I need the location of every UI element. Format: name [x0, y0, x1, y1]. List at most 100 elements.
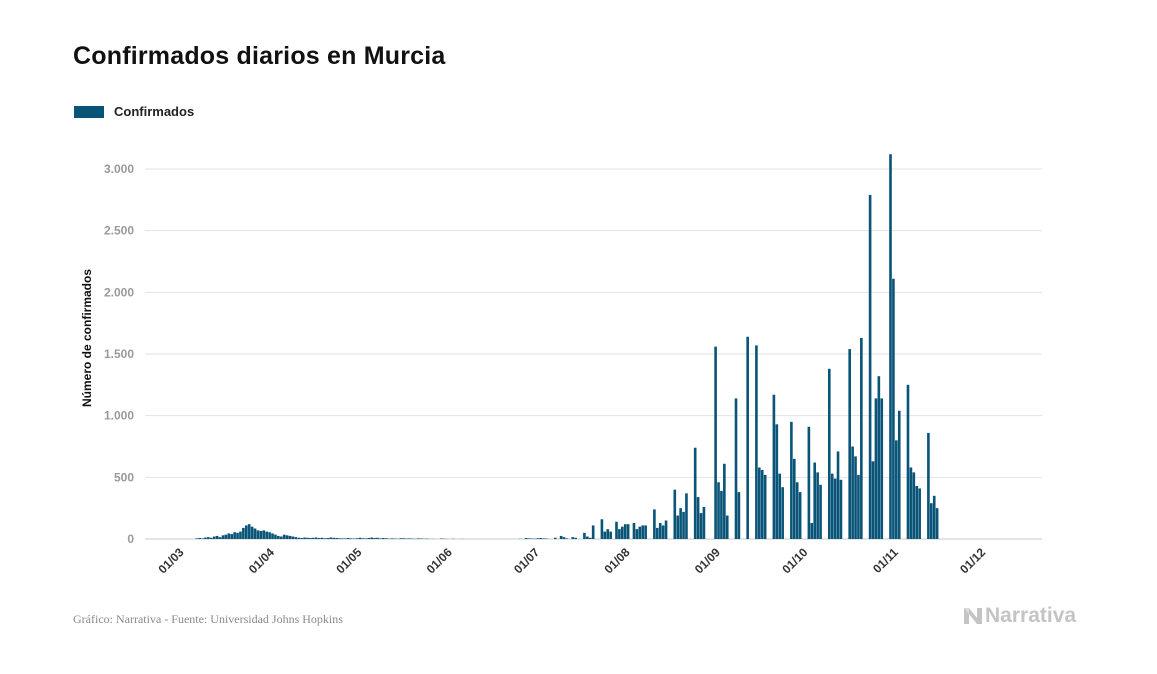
- bar: [860, 337, 863, 539]
- brand-name: Narrativa: [985, 604, 1077, 627]
- bar: [635, 529, 639, 539]
- bar: [218, 537, 222, 539]
- bar: [542, 538, 545, 539]
- bar: [807, 426, 811, 539]
- bar: [300, 538, 303, 539]
- bar: [320, 537, 324, 539]
- bar: [600, 519, 604, 539]
- bar: [236, 532, 239, 539]
- bar: [221, 535, 225, 539]
- bar: [306, 537, 309, 539]
- bar: [723, 463, 726, 539]
- bar: [793, 458, 796, 539]
- bar: [836, 451, 840, 539]
- bar: [224, 534, 228, 539]
- x-tick-label: 01/08: [601, 545, 632, 576]
- legend-swatch: [74, 105, 104, 118]
- bar: [294, 537, 298, 539]
- bar: [781, 487, 784, 539]
- source-note: Gráfico: Narrativa - Fuente: Universidad…: [73, 612, 343, 626]
- bar: [341, 538, 344, 539]
- bar: [265, 531, 268, 539]
- bar: [877, 376, 881, 539]
- bar: [810, 522, 814, 539]
- bar: [195, 538, 199, 539]
- bar: [574, 537, 577, 539]
- bar: [402, 538, 406, 539]
- bar: [539, 538, 543, 539]
- bar: [606, 529, 610, 539]
- bar: [734, 398, 738, 539]
- x-tick-label: 01/12: [957, 545, 988, 576]
- bar: [268, 532, 271, 539]
- bar: [653, 509, 656, 539]
- bar: [282, 534, 286, 539]
- bar: [227, 533, 231, 539]
- bar: [658, 522, 662, 539]
- x-tick-label: 01/04: [246, 545, 277, 576]
- bar: [271, 533, 274, 539]
- bar: [664, 520, 668, 539]
- bar: [326, 538, 330, 539]
- x-tick-label: 01/11: [870, 545, 901, 576]
- bar: [775, 424, 779, 539]
- bar: [702, 506, 706, 539]
- bar: [609, 531, 612, 539]
- bar: [827, 368, 831, 539]
- bar: [559, 535, 563, 539]
- bar: [638, 526, 642, 539]
- bar: [644, 525, 647, 539]
- bar: [661, 525, 665, 539]
- bar: [918, 488, 921, 539]
- chart-title: Confirmados diarios en Murcia: [73, 42, 446, 70]
- bar: [201, 538, 204, 539]
- bar: [699, 513, 703, 539]
- bar: [288, 535, 292, 539]
- bar: [344, 538, 347, 539]
- bar: [795, 482, 799, 539]
- bar: [927, 432, 930, 539]
- legend-label: Confirmados: [114, 104, 195, 119]
- bar: [720, 490, 723, 539]
- bar: [376, 537, 379, 539]
- bar: [373, 538, 376, 539]
- bar: [338, 538, 341, 539]
- bar: [880, 398, 884, 539]
- bar: [291, 536, 295, 539]
- bar: [309, 538, 312, 539]
- bar: [685, 493, 688, 539]
- bar: [198, 538, 201, 539]
- bar: [717, 482, 720, 539]
- bar: [230, 534, 234, 539]
- bar: [349, 538, 353, 539]
- bar: [527, 538, 531, 539]
- bar: [871, 461, 875, 539]
- y-tick-label: 500: [114, 470, 134, 484]
- bar: [332, 537, 336, 539]
- x-tick-label: 01/06: [424, 545, 455, 576]
- bar: [583, 532, 586, 539]
- bar: [242, 527, 245, 539]
- bar: [239, 531, 242, 539]
- x-tick-label: 01/03: [155, 545, 186, 576]
- bar: [621, 526, 624, 539]
- bar: [323, 538, 327, 539]
- bar: [379, 538, 382, 539]
- y-tick-label: 1.000: [104, 409, 134, 423]
- bar: [355, 538, 359, 539]
- bar: [758, 467, 761, 539]
- bar: [725, 515, 729, 539]
- bar: [889, 154, 892, 539]
- bar: [915, 485, 919, 539]
- y-tick-label: 2.500: [104, 224, 134, 238]
- bar: [303, 537, 306, 539]
- bar: [244, 525, 248, 539]
- bar: [408, 538, 411, 539]
- y-axis-label: Número de confirmados: [80, 269, 94, 407]
- y-tick-label: 3.000: [104, 162, 134, 176]
- bar: [798, 492, 802, 539]
- bar: [912, 472, 916, 539]
- bar: [259, 530, 263, 539]
- bar: [833, 478, 837, 539]
